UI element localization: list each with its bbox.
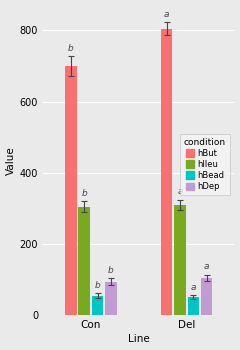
X-axis label: Line: Line: [128, 335, 150, 344]
Text: b: b: [108, 266, 114, 275]
Text: a: a: [164, 10, 169, 19]
Bar: [174, 205, 186, 315]
Y-axis label: Value: Value: [6, 146, 16, 175]
Text: a: a: [177, 188, 183, 196]
Legend: hBut, hIleu, hBead, hDep: hBut, hIleu, hBead, hDep: [180, 134, 230, 195]
Bar: [105, 282, 117, 315]
Bar: [188, 297, 199, 315]
Bar: [65, 66, 77, 315]
Text: b: b: [95, 281, 101, 290]
Bar: [201, 278, 212, 315]
Text: a: a: [204, 262, 210, 271]
Bar: [78, 207, 90, 315]
Text: b: b: [68, 43, 74, 52]
Text: b: b: [81, 189, 87, 198]
Text: a: a: [191, 282, 196, 292]
Bar: [161, 29, 172, 315]
Bar: [92, 296, 103, 315]
